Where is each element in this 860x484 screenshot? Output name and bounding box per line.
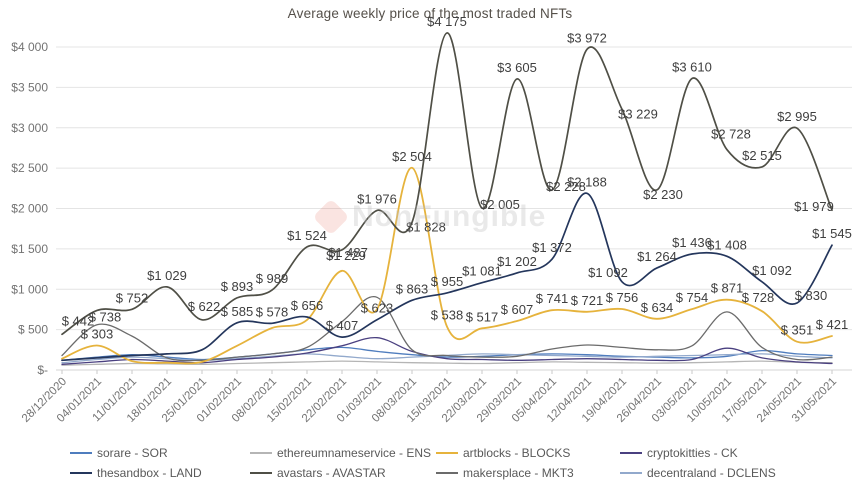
data-label-thesandbox: $ 656 (291, 298, 324, 313)
data-label-avastars: $ 738 (89, 309, 122, 324)
data-label-avastars: $3 229 (618, 106, 658, 121)
legend-label: makersplace - MKT3 (463, 466, 574, 480)
data-label-avastars: $2 515 (742, 148, 782, 163)
legend-item-makersplace: makersplace - MKT3 (436, 464, 574, 482)
data-label-avastars: $1 979 (794, 199, 834, 214)
data-label-avastars: $1 487 (328, 245, 368, 260)
data-label-thesandbox: $ 407 (326, 318, 359, 333)
legend-label: thesandbox - LAND (97, 466, 202, 480)
chart-legend: sorare - SOR ethereumnameservice - ENS art… (0, 440, 860, 484)
data-label-thesandbox: $1 545 (812, 226, 852, 241)
data-label-thesandbox: $ 830 (795, 288, 828, 303)
data-label-thesandbox: $1 436 (672, 235, 712, 250)
series-line-thesandbox (61, 192, 833, 362)
data-label-thesandbox: $1 202 (497, 254, 537, 269)
legend-item-decentraland: decentraland - DCLENS (620, 464, 776, 482)
y-axis-tick-label: $2 000 (11, 202, 48, 216)
legend-chip-ethereumnameservice (250, 452, 272, 454)
legend-chip-artblocks (436, 452, 458, 454)
legend-item-artblocks: artblocks - BLOCKS (436, 444, 570, 462)
series-line-makersplace (61, 296, 833, 362)
series-line-avastars (61, 32, 833, 336)
data-label-artblocks: $ 754 (676, 290, 709, 305)
data-label-thesandbox: $1 372 (532, 240, 572, 255)
legend-item-thesandbox: thesandbox - LAND (70, 464, 202, 482)
legend-chip-decentraland (620, 472, 642, 474)
y-axis-tick-label: $- (37, 363, 48, 377)
data-label-avastars: $3 972 (567, 30, 607, 45)
data-label-avastars: $3 605 (497, 60, 537, 75)
legend-chip-sorare (70, 452, 92, 454)
data-label-artblocks: $2 504 (392, 149, 432, 164)
data-label-thesandbox: $ 863 (396, 281, 429, 296)
data-label-avastars: $ 989 (256, 271, 289, 286)
series-line-ethereumnameservice (61, 360, 833, 366)
legend-item-sorare: sorare - SOR (70, 444, 168, 462)
data-label-artblocks: $ 538 (431, 308, 464, 323)
data-label-avastars: $3 610 (672, 59, 712, 74)
data-label-thesandbox: $ 623 (361, 301, 394, 316)
data-label-artblocks: $ 721 (571, 293, 604, 308)
data-label-avastars: $1 976 (357, 191, 397, 206)
legend-chip-avastars (250, 472, 272, 474)
y-axis-tick-label: $2 500 (11, 161, 48, 175)
data-label-avastars: $1 029 (147, 268, 187, 283)
data-label-thesandbox: $1 408 (707, 237, 747, 252)
legend-label: avastars - AVASTAR (277, 466, 386, 480)
data-label-thesandbox: $1 081 (462, 264, 502, 279)
data-label-artblocks: $ 728 (742, 290, 775, 305)
data-label-artblocks: $1 229 (326, 248, 366, 263)
data-label-artblocks: $ 303 (81, 327, 114, 342)
series-line-artblocks (61, 166, 833, 365)
y-axis-tick-label: $3 500 (11, 80, 48, 94)
data-label-artblocks: $ 871 (711, 281, 744, 296)
data-label-thesandbox: $2 188 (567, 174, 607, 189)
legend-item-ethereumnameservice: ethereumnameservice - ENS (250, 444, 431, 462)
data-label-avastars: $2 995 (777, 109, 817, 124)
data-label-artblocks: $ 634 (641, 300, 674, 315)
data-label-artblocks: $ 517 (466, 309, 499, 324)
y-axis-tick-label: $ 500 (18, 323, 48, 337)
y-axis-tick-label: $1 500 (11, 242, 48, 256)
data-label-avastars: $4 175 (427, 14, 467, 29)
legend-item-avastars: avastars - AVASTAR (250, 464, 386, 482)
data-label-avastars: $1 524 (287, 228, 327, 243)
data-label-thesandbox: $1 092 (752, 263, 792, 278)
data-label-thesandbox: $ 955 (431, 274, 464, 289)
legend-label: ethereumnameservice - ENS (277, 446, 432, 460)
data-label-avastars: $ 752 (116, 290, 149, 305)
data-label-artblocks: $ 351 (781, 323, 814, 338)
legend-label: decentraland - DCLENS (647, 466, 776, 480)
data-label-artblocks: $ 756 (606, 290, 639, 305)
chart-title: Average weekly price of the most traded … (287, 6, 573, 21)
legend-label: sorare - SOR (97, 446, 168, 460)
legend-item-cryptokitties: cryptokitties - CK (620, 444, 738, 462)
data-label-avastars: $ 893 (221, 279, 254, 294)
data-label-thesandbox: $1 264 (637, 249, 677, 264)
data-label-avastars: $ 442 (62, 313, 95, 328)
legend-chip-makersplace (436, 472, 458, 474)
data-label-avastars: $1 828 (406, 219, 446, 234)
y-axis-tick-label: $4 000 (11, 40, 48, 54)
data-label-thesandbox: $ 578 (256, 304, 289, 319)
data-label-avastars: $2 228 (546, 179, 586, 194)
legend-label: artblocks - BLOCKS (463, 446, 571, 460)
data-label-artblocks: $ 421 (816, 317, 849, 332)
legend-label: cryptokitties - CK (647, 446, 738, 460)
data-label-avastars: $2 005 (480, 197, 520, 212)
data-label-thesandbox: $ 585 (221, 304, 254, 319)
legend-chip-cryptokitties (620, 452, 642, 454)
legend-chip-thesandbox (70, 472, 92, 474)
data-label-artblocks: $ 607 (501, 302, 534, 317)
data-label-artblocks: $ 741 (536, 291, 569, 306)
data-label-avastars: $2 230 (643, 187, 683, 202)
data-label-thesandbox: $1 092 (588, 265, 628, 280)
data-label-avastars: $ 622 (188, 299, 221, 314)
data-label-avastars: $2 728 (711, 127, 751, 142)
y-axis-tick-label: $1 000 (11, 282, 48, 296)
y-axis-tick-label: $3 000 (11, 121, 48, 135)
price-line-chart: $4 000 $3 500 $3 000 $2 500 $2 000 $1 500 $1 0… (11, 14, 852, 425)
series-line-sorare (61, 346, 833, 361)
